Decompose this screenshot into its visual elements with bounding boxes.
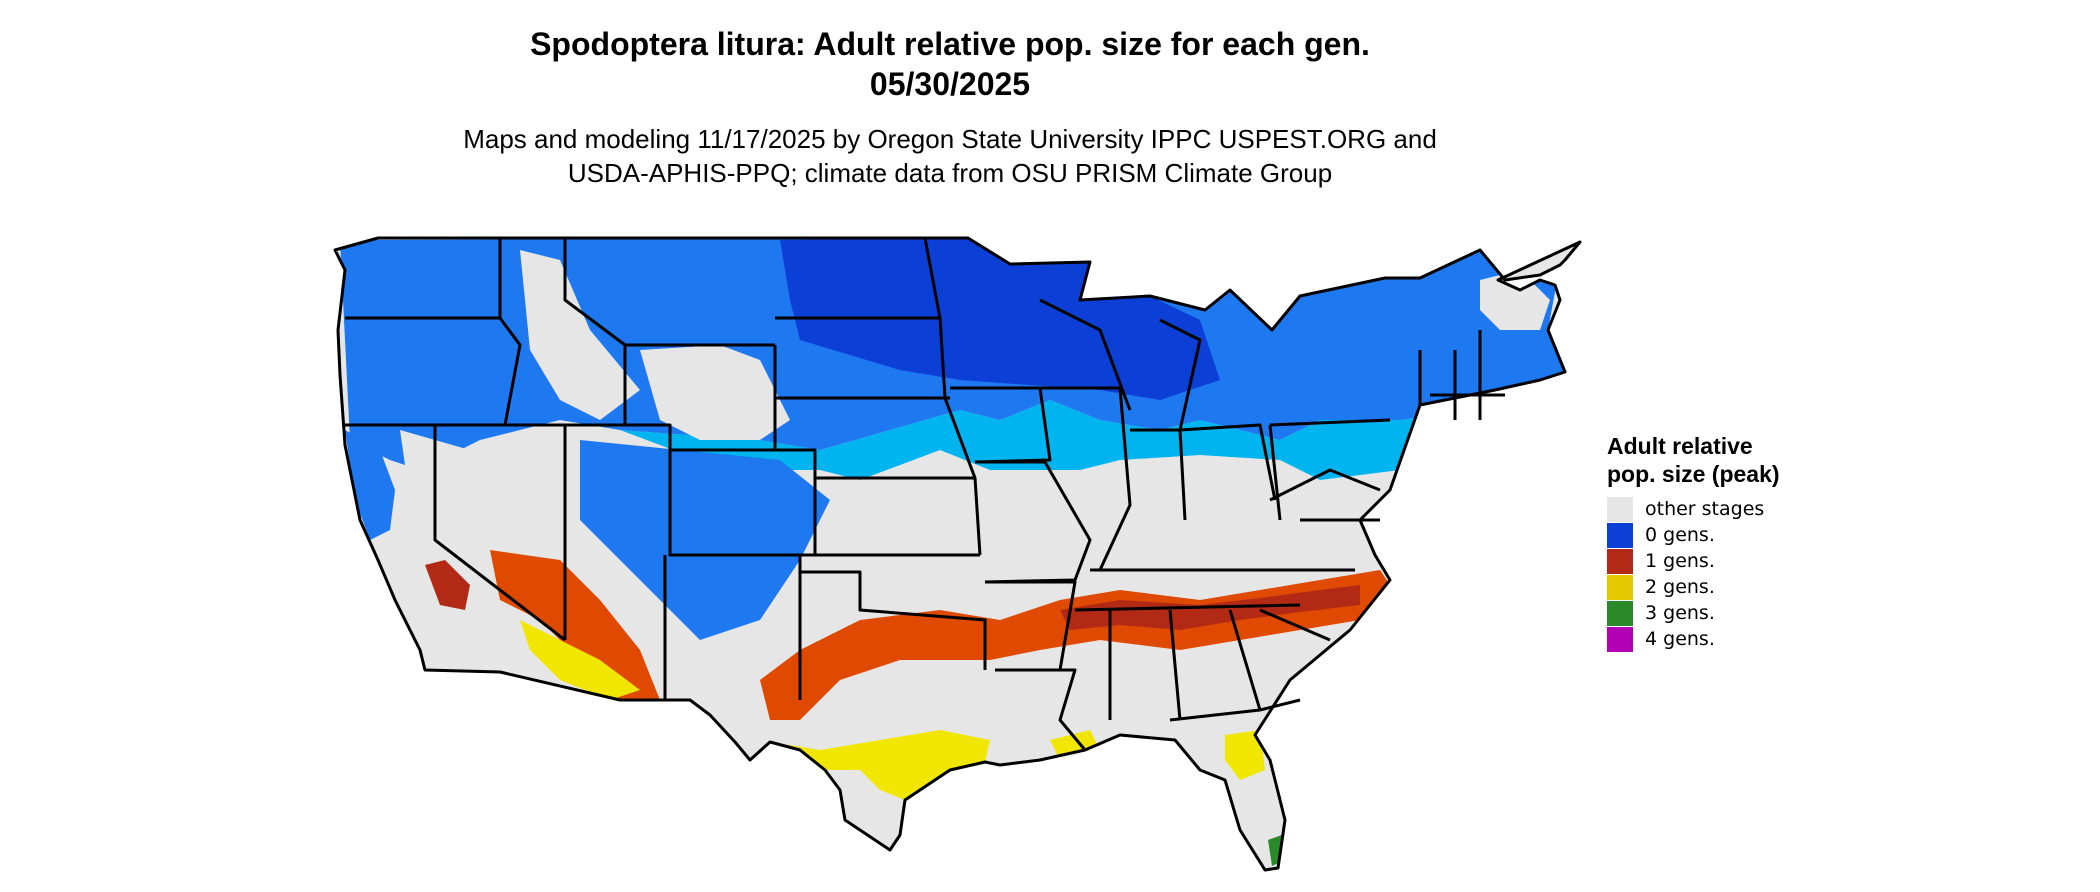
legend-items: other stages 0 gens. 1 gens. 2 gens. 3 g…: [1607, 496, 1867, 652]
border-al-ga: [1169, 609, 1301, 722]
zone-2gens-texas-coast: [770, 730, 990, 800]
zone-0gens-southwest: [580, 440, 830, 640]
zone-2gens-florida: [1225, 730, 1265, 780]
legend-label: 1 gens.: [1645, 550, 1715, 572]
legend-item-4-gens: 4 gens.: [1607, 626, 1867, 652]
map-subtitle-line1: Maps and modeling 11/17/2025 by Oregon S…: [463, 124, 1437, 154]
zone-2gens-louisiana: [1050, 730, 1100, 760]
zone-2gens-southwest: [520, 620, 640, 700]
legend: Adult relative pop. size (peak) other st…: [1607, 432, 1867, 652]
border-ut-co: [625, 423, 815, 557]
border-la-ms: [995, 668, 1087, 751]
conus-outline: [333, 236, 1582, 872]
border-id-mt: [563, 238, 627, 425]
legend-item-0-gens: 0 gens.: [1607, 522, 1867, 548]
legend-label: 2 gens.: [1645, 576, 1715, 598]
generation-zones: [340, 238, 1565, 866]
border-mi: [1159, 318, 1202, 431]
legend-swatch: [1607, 600, 1633, 626]
zone-1gens-california: [425, 560, 470, 610]
legend-swatch: [1607, 522, 1633, 548]
legend-swatch: [1607, 574, 1633, 600]
legend-swatch: [1607, 548, 1633, 574]
border-tn-south: [1074, 603, 1301, 612]
map-title: Spodoptera litura: Adult relative pop. s…: [0, 24, 1900, 104]
legend-label: other stages: [1645, 498, 1765, 520]
border-id-west: [498, 238, 522, 426]
legend-item-3-gens: 3 gens.: [1607, 600, 1867, 626]
legend-item-2-gens: 2 gens.: [1607, 574, 1867, 600]
border-wi-mi: [1039, 298, 1132, 411]
zone-0gens-california: [345, 430, 395, 540]
map-subtitle-line2: USDA-APHIS-PPQ; climate data from OSU PR…: [567, 158, 1333, 188]
legend-label: 4 gens.: [1645, 628, 1715, 650]
legend-label: 3 gens.: [1645, 602, 1715, 624]
zone-other-idaho: [520, 250, 640, 420]
state-borders: [333, 236, 1582, 872]
border-ne-states: [1418, 330, 1505, 420]
border-va-wv: [1269, 468, 1381, 522]
border-co-north: [670, 448, 817, 555]
border-sc-nc: [1259, 608, 1331, 642]
legend-swatch: [1607, 626, 1633, 652]
border-mn-west: [923, 237, 982, 556]
map-subtitle: Maps and modeling 11/17/2025 by Oregon S…: [0, 122, 1900, 190]
border-pa-ny: [1268, 418, 1391, 521]
legend-label: 0 gens.: [1645, 524, 1715, 546]
legend-swatch: [1607, 496, 1633, 522]
map-title-line1: Spodoptera litura: Adult relative pop. s…: [530, 26, 1370, 62]
zone-other-wyoming: [640, 345, 790, 440]
legend-item-1-gens: 1 gens.: [1607, 548, 1867, 574]
border-il: [1040, 386, 1132, 571]
zone-0gens-light-north: [620, 400, 1540, 480]
border-ms-al: [1108, 609, 1182, 721]
map-title-date: 05/30/2025: [869, 66, 1031, 102]
zone-1gens-arizona: [490, 550, 660, 700]
legend-item-other-stages: other stages: [1607, 496, 1867, 522]
border-ok-tx: [800, 570, 987, 670]
border-ca-nv: [433, 425, 566, 642]
legend-title: Adult relative pop. size (peak): [1607, 433, 1780, 487]
